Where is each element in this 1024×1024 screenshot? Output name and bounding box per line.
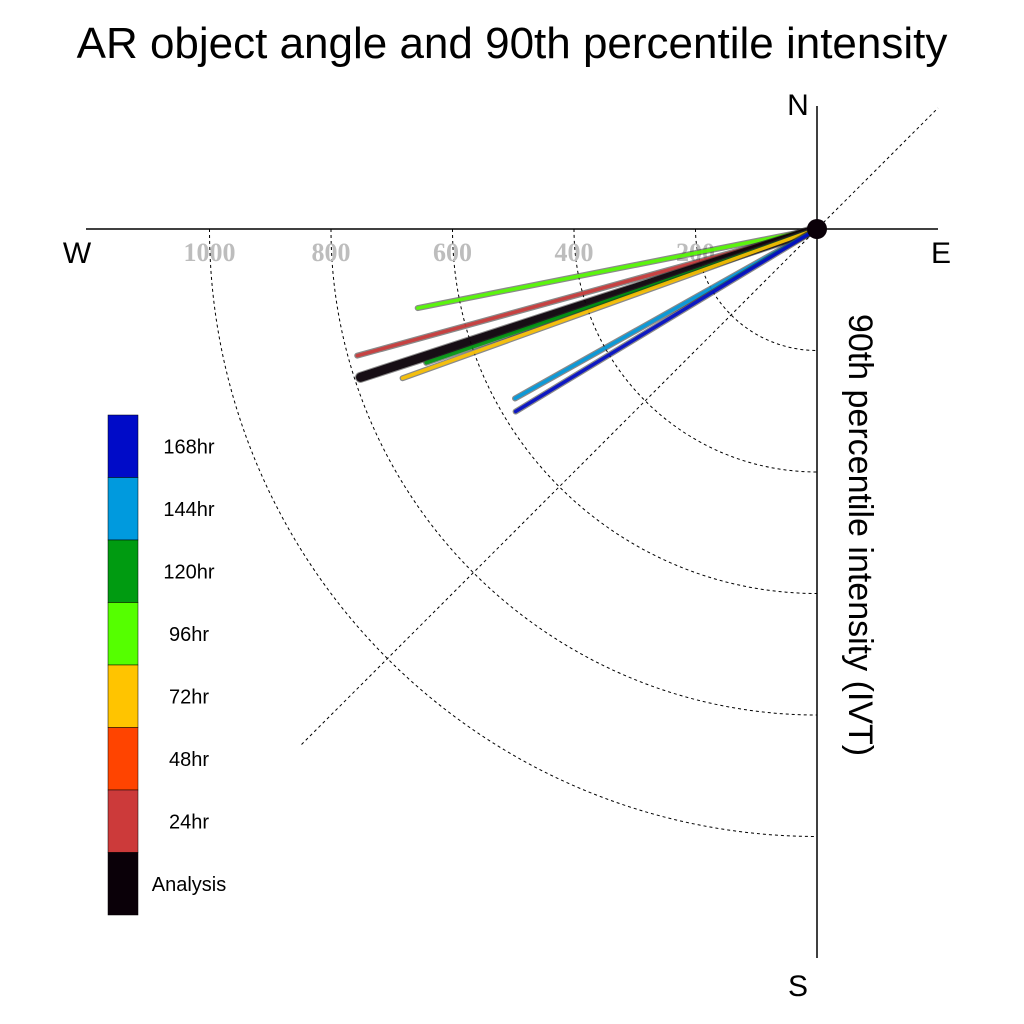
radial-tick-labels: 2004006008001000 bbox=[184, 238, 716, 267]
legend-label: 144hr bbox=[163, 499, 214, 521]
radial-tick-label: 800 bbox=[312, 238, 351, 267]
radial-grid-arc bbox=[452, 228, 818, 594]
legend-label: Analysis bbox=[152, 874, 226, 896]
origin-marker bbox=[807, 219, 827, 239]
legend-label: 24hr bbox=[169, 811, 209, 833]
legend-label: 168hr bbox=[163, 436, 214, 458]
legend: 168hr 144hr 120hr 96hr 72hr 48hr 24hr Analysis bbox=[107, 414, 226, 916]
radial-tick-label: 1000 bbox=[184, 238, 236, 267]
legend-swatch bbox=[107, 539, 139, 603]
radial-axis-label: 90th percentile intensity (IVT) bbox=[841, 314, 879, 756]
compass-north-label: N bbox=[787, 89, 809, 122]
series-vector bbox=[513, 227, 819, 414]
radial-grid-arc bbox=[330, 228, 818, 716]
legend-label: 72hr bbox=[169, 686, 209, 708]
polar-grid bbox=[209, 107, 939, 837]
legend-label: 48hr bbox=[169, 749, 209, 771]
legend-label: 96hr bbox=[169, 624, 209, 646]
compass-south-label: S bbox=[788, 970, 808, 1003]
radial-grid-arc bbox=[209, 228, 818, 837]
vector-series bbox=[354, 223, 823, 415]
compass-east-label: E bbox=[931, 237, 951, 270]
chart-title: AR object angle and 90th percentile inte… bbox=[77, 19, 948, 68]
radial-tick-label: 600 bbox=[433, 238, 472, 267]
legend-swatch bbox=[107, 414, 139, 478]
radial-tick-label: 400 bbox=[555, 238, 594, 267]
radial-axis-label-group: 90th percentile intensity (IVT) bbox=[841, 314, 879, 756]
legend-swatch bbox=[107, 477, 139, 541]
legend-swatch bbox=[107, 789, 139, 853]
radial-grid-arc bbox=[573, 228, 818, 473]
series-vector bbox=[415, 227, 819, 310]
legend-swatch bbox=[107, 664, 139, 728]
legend-swatch bbox=[107, 852, 139, 916]
legend-swatch bbox=[107, 727, 139, 791]
legend-swatch bbox=[107, 602, 139, 666]
compass-west-label: W bbox=[63, 237, 92, 270]
legend-label: 120hr bbox=[163, 561, 214, 583]
diagonal-guide bbox=[301, 107, 939, 745]
series-vector bbox=[400, 227, 819, 380]
